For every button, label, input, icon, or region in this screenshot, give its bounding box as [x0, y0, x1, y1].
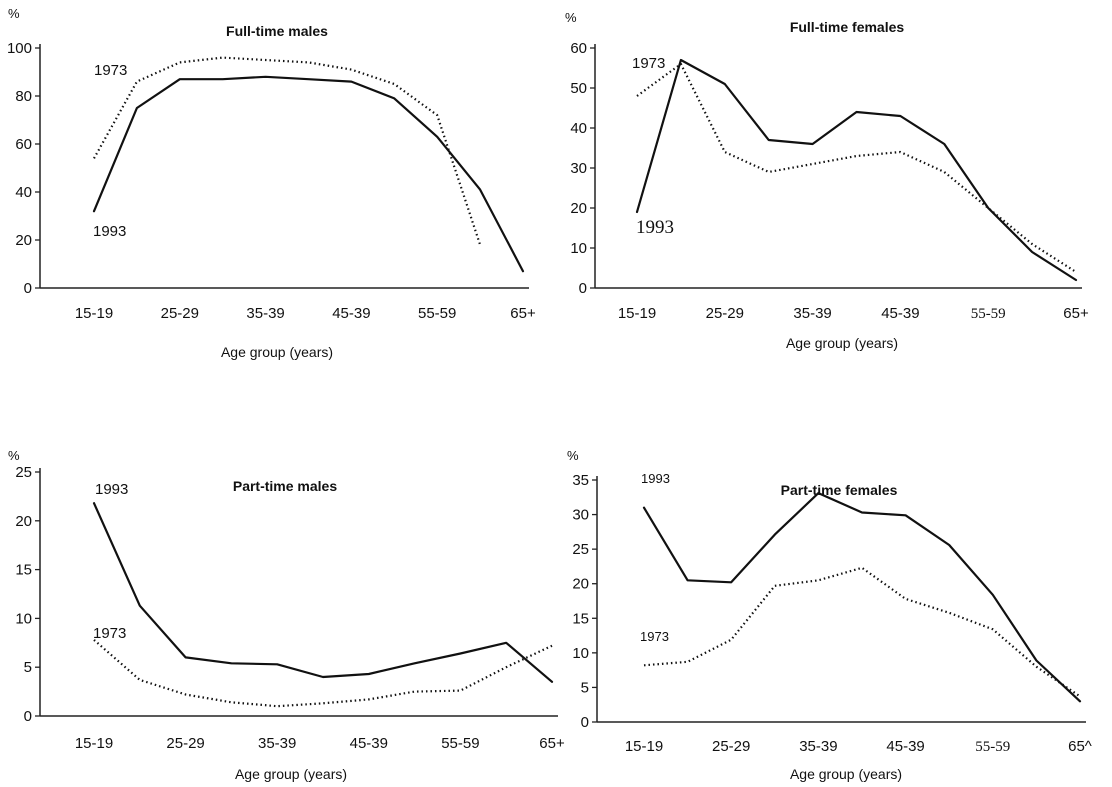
series-line-1993	[92, 75, 525, 273]
x-tick-label: 45-39	[881, 305, 919, 322]
y-tick-label: 5	[581, 679, 589, 696]
x-tick-label: 35-39	[793, 305, 831, 322]
y-tick-label: 60	[15, 136, 32, 153]
chart-title: Full-time females	[790, 19, 905, 35]
y-tick-label: 10	[570, 240, 587, 257]
y-tick-label: 25	[15, 464, 32, 481]
series-line-1993	[92, 502, 554, 683]
y-tick-label: 35	[572, 472, 589, 489]
y-tick-label: 15	[15, 562, 32, 579]
x-axis-label: Age group (years)	[790, 766, 902, 782]
y-tick-label: 50	[570, 80, 587, 97]
series-label-1973: 1973	[94, 62, 127, 79]
y-tick-label: 30	[572, 507, 589, 524]
x-tick-label: 65+	[510, 305, 536, 322]
x-tick-label: 25-29	[166, 735, 204, 752]
series-label-1993: 1993	[641, 471, 670, 486]
x-tick-label: 15-19	[618, 305, 656, 322]
y-tick-label: 10	[572, 645, 589, 662]
series-label-1973: 1973	[632, 55, 665, 72]
y-tick-label: 20	[570, 200, 587, 217]
panel-full-time-males: % Full-time males 0 20 40 60 80 100 15-19 25-2…	[7, 6, 536, 360]
y-unit-label: %	[567, 448, 579, 463]
x-tick-label: 15-19	[75, 305, 113, 322]
y-tick-label: 15	[572, 610, 589, 627]
series-label-1973: 1973	[93, 625, 126, 642]
chart-title: Full-time males	[226, 23, 328, 39]
panel-part-time-males: % Part-time males 0 5 10 15 20 25 15-19 25-29 3…	[8, 448, 565, 782]
y-tick-label: 20	[15, 513, 32, 530]
x-tick-label: 55-59	[975, 739, 1010, 755]
y-tick-label: 0	[581, 714, 589, 731]
x-tick-label: 25-29	[712, 738, 750, 755]
series-label-1993: 1993	[95, 481, 128, 498]
x-tick-label: 45-39	[886, 738, 924, 755]
y-tick-label: 80	[15, 88, 32, 105]
y-tick-label: 5	[24, 659, 32, 676]
x-tick-label: 55-59	[418, 305, 456, 322]
series-line-1993	[642, 492, 1082, 703]
y-tick-label: 100	[7, 40, 32, 57]
y-tick-label: 25	[572, 541, 589, 558]
x-tick-label: 55-59	[441, 735, 479, 752]
x-tick-label: 45-39	[350, 735, 388, 752]
x-tick-label: 55-59	[971, 306, 1006, 322]
x-tick-label: 25-29	[706, 305, 744, 322]
chart-title: Part-time males	[233, 478, 337, 494]
x-axis-label: Age group (years)	[235, 766, 347, 782]
x-tick-label: 15-19	[75, 735, 113, 752]
y-tick-label: 60	[570, 40, 587, 57]
y-tick-label: 40	[15, 184, 32, 201]
y-unit-label: %	[565, 10, 577, 25]
x-tick-label: 25-29	[161, 305, 199, 322]
series-line-1973	[93, 56, 482, 246]
panel-part-time-females: % Part-time females 0 5 10 15 20 25 30 35 15-19…	[567, 448, 1092, 782]
y-tick-label: 20	[15, 232, 32, 249]
series-label-1973: 1973	[640, 629, 669, 644]
y-tick-label: 10	[15, 610, 32, 627]
y-tick-label: 30	[570, 160, 587, 177]
x-tick-label: 35-39	[258, 735, 296, 752]
x-tick-label: 65+	[539, 735, 565, 752]
x-tick-label: 15-19	[625, 738, 663, 755]
series-label-1993: 1993	[636, 217, 674, 238]
y-tick-label: 0	[24, 280, 32, 297]
x-tick-label: 35-39	[246, 305, 284, 322]
x-tick-label: 35-39	[799, 738, 837, 755]
y-unit-label: %	[8, 448, 20, 463]
y-tick-label: 0	[24, 708, 32, 725]
y-unit-label: %	[8, 6, 20, 21]
x-axis-label: Age group (years)	[786, 335, 898, 351]
series-label-1993: 1993	[93, 223, 126, 240]
y-tick-label: 40	[570, 120, 587, 137]
panel-full-time-females: % Full-time females 0 10 20 30 40 50 60 15-19 2…	[565, 10, 1089, 351]
x-tick-label: 65^	[1068, 738, 1092, 755]
chart-title: Part-time females	[781, 482, 898, 498]
y-tick-label: 20	[572, 576, 589, 593]
y-tick-label: 0	[579, 280, 587, 297]
x-tick-label: 45-39	[332, 305, 370, 322]
x-tick-label: 65+	[1063, 305, 1089, 322]
series-line-1993	[635, 58, 1078, 282]
x-axis-label: Age group (years)	[221, 344, 333, 360]
